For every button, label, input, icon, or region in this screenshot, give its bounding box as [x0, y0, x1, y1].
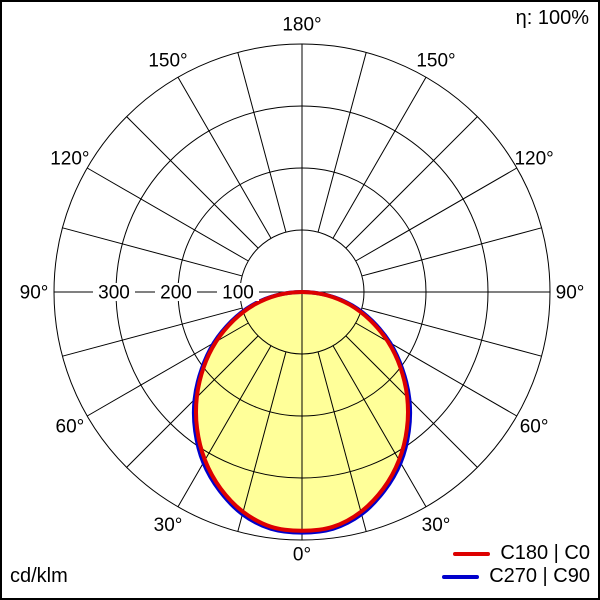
angle-tick-label: 90°	[20, 283, 49, 304]
grid-spoke	[355, 167, 518, 262]
unit-label: cd/klm	[10, 565, 68, 587]
angle-tick-label: 150°	[416, 51, 455, 72]
grid-spoke	[86, 322, 249, 417]
angle-tick-label: 30°	[154, 515, 183, 536]
grid-spoke	[355, 322, 518, 417]
angle-tick-label: 120°	[514, 149, 553, 170]
efficiency-label: η: 100%	[515, 7, 589, 29]
angle-tick-label: 0°	[293, 545, 311, 566]
grid-spoke	[345, 116, 478, 249]
grid-spoke	[126, 116, 259, 249]
legend-line-blue-icon	[442, 574, 480, 579]
grid-spoke	[86, 167, 249, 262]
angle-labels: 0° 30° 60° 90° 120° 150° 180° 150° 120° 90° 60° 30°	[20, 15, 585, 566]
radial-label-bg	[93, 283, 135, 301]
radial-label-bg	[155, 283, 197, 301]
grid-spoke	[361, 307, 542, 357]
legend-line-red-icon	[453, 551, 491, 556]
legend-item-c270-c90: C270 | C90	[442, 565, 590, 588]
grid-spoke	[361, 227, 542, 277]
legend-label: C180 | C0	[500, 542, 590, 564]
radial-labels: 100 200 300	[93, 283, 259, 304]
radial-label-bg	[217, 283, 259, 301]
series-c180-c0-curve	[194, 290, 410, 533]
angle-tick-label: 60°	[520, 417, 549, 438]
legend-item-c180-c0: C180 | C0	[453, 542, 590, 565]
angle-tick-label: 180°	[282, 15, 321, 36]
angle-tick-label: 90°	[556, 283, 585, 304]
grid-spoke	[332, 345, 427, 508]
radial-tick-label: 200	[160, 283, 192, 304]
grid-spoke	[237, 52, 287, 233]
angle-tick-label: 30°	[422, 515, 451, 536]
grid-spoke	[317, 351, 367, 532]
grid-spoke	[317, 52, 367, 233]
angle-tick-label: 60°	[56, 417, 85, 438]
radial-tick-label: 300	[98, 283, 130, 304]
angle-tick-label: 120°	[50, 149, 89, 170]
legend-label: C270 | C90	[489, 565, 590, 587]
angle-tick-label: 150°	[148, 51, 187, 72]
grid-spoke	[62, 307, 243, 357]
grid-spoke	[332, 76, 427, 239]
legend: C180 | C0 C270 | C90	[442, 542, 590, 588]
grid-spoke	[237, 351, 287, 532]
radial-tick-label: 100	[222, 283, 254, 304]
grid-spoke	[177, 76, 272, 239]
grid-spoke	[62, 227, 243, 277]
grid-spoke	[177, 345, 272, 508]
